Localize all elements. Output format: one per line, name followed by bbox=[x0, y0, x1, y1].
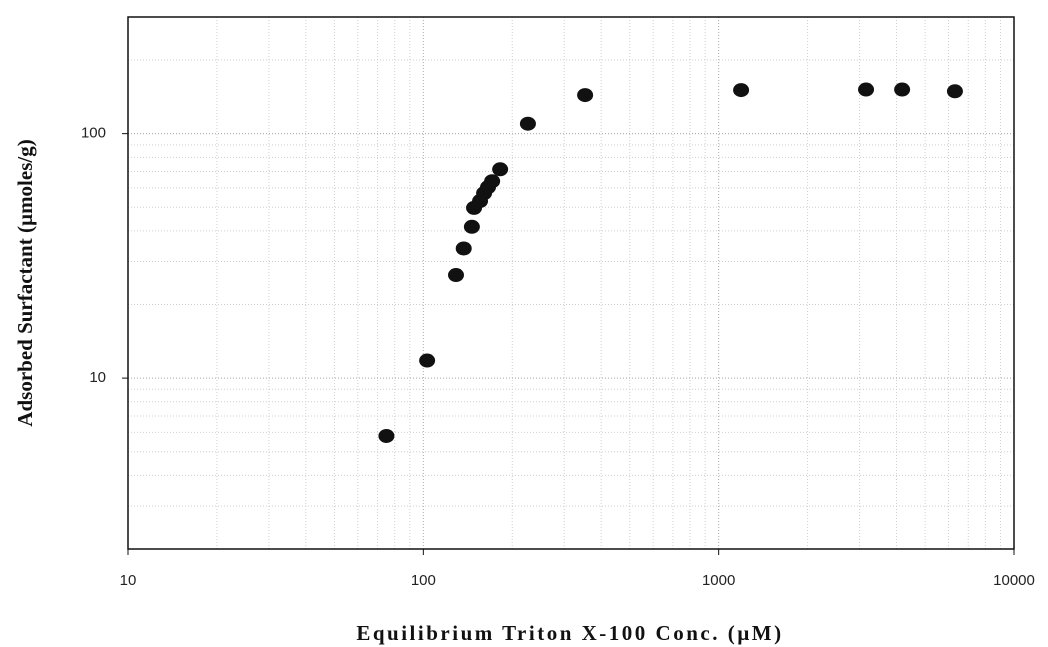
point bbox=[463, 219, 480, 234]
point bbox=[492, 162, 509, 177]
x-tick-label: 100 bbox=[411, 572, 436, 589]
x-tick-label: 10000 bbox=[993, 572, 1035, 589]
point bbox=[858, 82, 875, 97]
point bbox=[946, 84, 963, 99]
point bbox=[519, 116, 536, 131]
x-axis-title: Equilibrium Triton X-100 Conc. (µM) bbox=[356, 621, 783, 645]
x-tick-label: 1000 bbox=[702, 572, 735, 589]
point bbox=[733, 83, 750, 98]
point bbox=[419, 353, 436, 368]
point bbox=[378, 428, 395, 443]
point bbox=[455, 241, 472, 256]
x-tick-label: 10 bbox=[120, 572, 137, 589]
y-axis-title: Adsorbed Surfactant (µmoles/g) bbox=[13, 139, 37, 426]
plot-frame bbox=[127, 16, 1015, 550]
point bbox=[447, 268, 464, 283]
point bbox=[484, 174, 501, 189]
point bbox=[894, 82, 911, 97]
y-tick-label: 100 bbox=[81, 125, 106, 142]
point bbox=[577, 88, 594, 103]
y-tick-label: 10 bbox=[89, 369, 106, 386]
